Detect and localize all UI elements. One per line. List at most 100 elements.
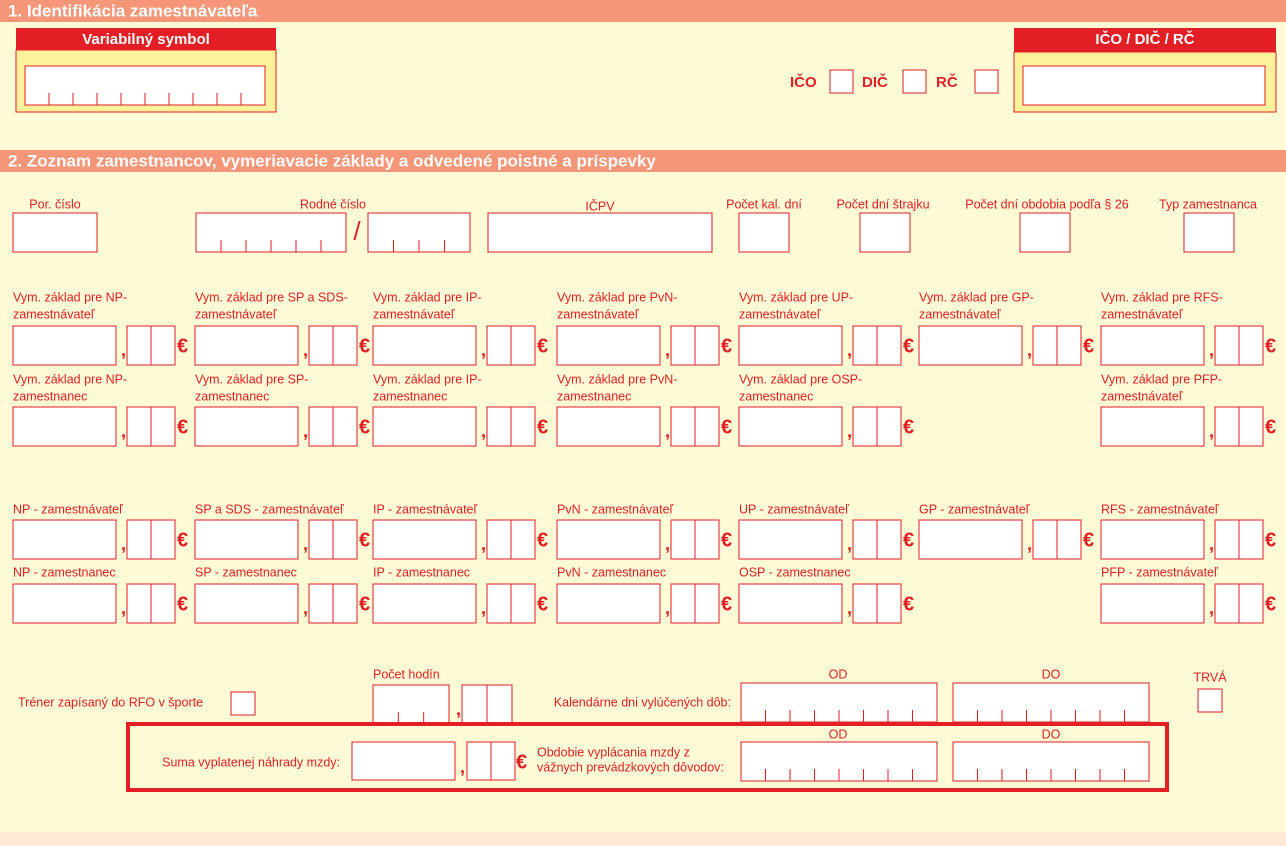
input-box[interactable] (918, 519, 1023, 560)
separator: , (1027, 534, 1032, 554)
currency: € (359, 335, 370, 357)
input-box[interactable] (738, 583, 843, 624)
label: PvN - zamestnanec (557, 565, 666, 579)
input-box[interactable] (1100, 583, 1205, 624)
label: Tréner zapísaný do RFO v športe (18, 695, 203, 709)
input-box[interactable] (194, 406, 299, 447)
input-box[interactable] (12, 212, 98, 253)
label: OSP - zamestnanec (739, 565, 851, 579)
label: Počet kal. dní (726, 197, 802, 211)
input-box[interactable] (902, 69, 927, 94)
label: Obdobie vyplácania mzdy z (537, 745, 690, 759)
input-box[interactable] (738, 406, 843, 447)
label: UP - zamestnávateľ (739, 502, 849, 516)
input-box[interactable] (1022, 65, 1266, 106)
input-box[interactable] (372, 583, 477, 624)
input-box[interactable] (829, 69, 854, 94)
box-title: IČO / DIČ / RČ (1095, 30, 1194, 48)
label: IČPV (585, 198, 615, 213)
separator: , (481, 534, 486, 554)
label: zamestnávateľ (373, 307, 455, 321)
currency: € (177, 529, 188, 551)
input-box[interactable] (1100, 325, 1205, 366)
label: Vym. základ pre SP- (195, 372, 308, 386)
separator: , (303, 534, 308, 554)
currency: € (721, 593, 732, 615)
input-box[interactable] (1197, 688, 1223, 713)
label: Kalendárne dni vylúčených dôb: (554, 695, 731, 709)
input-box[interactable] (487, 212, 713, 253)
id-type-label: DIČ (862, 73, 888, 91)
currency: € (177, 335, 188, 357)
label: zamestnávateľ (1101, 307, 1183, 321)
currency: € (516, 751, 527, 773)
input-box[interactable] (738, 325, 843, 366)
currency: € (537, 593, 548, 615)
section-title: 2. Zoznam zamestnancov, vymeriavacie zák… (8, 151, 656, 170)
input-box[interactable] (12, 325, 117, 366)
header-box (1014, 28, 1276, 52)
input-box[interactable] (859, 212, 911, 253)
input-box[interactable] (738, 212, 790, 253)
currency: € (359, 593, 370, 615)
currency: € (903, 529, 914, 551)
input-box[interactable] (372, 325, 477, 366)
label: NP - zamestnanec (13, 565, 116, 579)
currency: € (1265, 529, 1276, 551)
header-box (16, 28, 276, 50)
label: zamestnanec (739, 389, 813, 403)
input-box[interactable] (556, 406, 661, 447)
input-box[interactable] (556, 583, 661, 624)
currency: € (721, 529, 732, 551)
input-box[interactable] (1183, 212, 1235, 253)
separator: , (847, 340, 852, 360)
label: OD (829, 667, 848, 681)
id-type-label: IČO (790, 73, 817, 91)
input-box[interactable] (738, 519, 843, 560)
separator: , (665, 340, 670, 360)
id-type-label: RČ (936, 73, 958, 91)
separator: / (353, 216, 361, 246)
separator: , (456, 699, 461, 719)
input-box[interactable] (194, 583, 299, 624)
currency: € (177, 593, 188, 615)
label: Vym. základ pre NP- (13, 372, 127, 386)
input-box[interactable] (1100, 406, 1205, 447)
section-header (0, 0, 1286, 22)
box-title: Variabilný symbol (82, 31, 210, 48)
input-box[interactable] (372, 684, 450, 725)
input-box[interactable] (351, 741, 456, 781)
separator: , (481, 421, 486, 441)
input-box[interactable] (974, 69, 999, 94)
input-box[interactable] (372, 519, 477, 560)
label: zamestnávateľ (919, 307, 1001, 321)
currency: € (721, 416, 732, 438)
input-box[interactable] (12, 583, 117, 624)
input-box[interactable] (1019, 212, 1071, 253)
input-box[interactable] (372, 406, 477, 447)
label: Vym. základ pre IP- (373, 290, 482, 304)
label: NP - zamestnávateľ (13, 502, 123, 516)
input-box[interactable] (194, 325, 299, 366)
label: PFP - zamestnávateľ (1101, 565, 1218, 579)
currency: € (359, 416, 370, 438)
currency: € (537, 416, 548, 438)
label: RFS - zamestnávateľ (1101, 502, 1219, 516)
input-box[interactable] (918, 325, 1023, 366)
input-box[interactable] (12, 406, 117, 447)
input-box[interactable] (1100, 519, 1205, 560)
input-box[interactable] (556, 519, 661, 560)
input-box[interactable] (230, 691, 256, 716)
separator: , (665, 598, 670, 618)
input-box[interactable] (194, 519, 299, 560)
input-box[interactable] (556, 325, 661, 366)
separator: , (1209, 534, 1214, 554)
separator: , (303, 421, 308, 441)
separator: , (665, 534, 670, 554)
label: vážnych prevádzkových dôvodov: (537, 760, 724, 774)
separator: , (121, 340, 126, 360)
input-box[interactable] (12, 519, 117, 560)
section-header (0, 150, 1286, 172)
separator: , (847, 421, 852, 441)
